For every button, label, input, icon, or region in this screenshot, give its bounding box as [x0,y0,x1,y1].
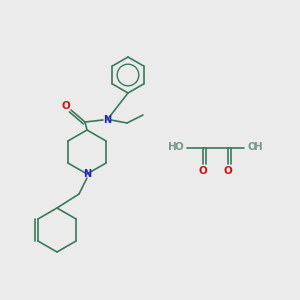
Text: O: O [61,101,70,111]
Text: H: H [168,142,177,152]
Text: O: O [248,142,257,152]
Text: H: H [254,142,263,152]
Text: O: O [224,166,232,176]
Text: N: N [83,169,91,179]
Text: N: N [103,115,111,125]
Text: O: O [174,142,183,152]
Text: O: O [199,166,207,176]
